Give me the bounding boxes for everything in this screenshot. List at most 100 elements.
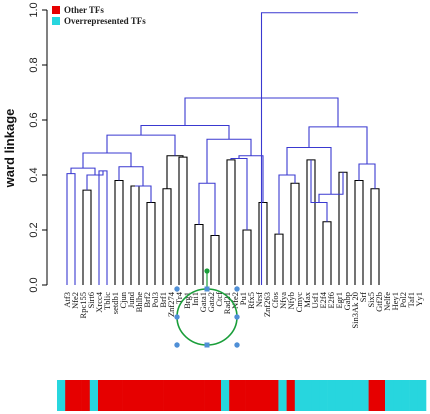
dendrogram-link (242, 229, 252, 285)
legend-swatch (52, 17, 60, 25)
leaf-label: setdb1 (110, 292, 120, 314)
colorbar-cell (278, 380, 287, 411)
colorbar-cell (147, 380, 156, 411)
leaf-label: Ctcf (214, 292, 224, 307)
leaf-label: Atf3 (62, 292, 72, 308)
colorbar-cell (253, 380, 263, 411)
colorbar-cell (221, 380, 230, 411)
leaf-label: Rpc155 (78, 292, 88, 318)
resize-handle[interactable] (234, 286, 240, 292)
colorbar-cell (376, 380, 386, 411)
dendrogram-link (206, 138, 252, 184)
colorbar-cell (360, 380, 369, 411)
colorbar-cell (385, 380, 394, 411)
colorbar-cell (57, 380, 66, 411)
colorbar-cell (163, 380, 173, 411)
colorbar-cell (270, 380, 279, 411)
colorbar-cell (171, 380, 181, 411)
dendrogram-link (162, 188, 172, 285)
dendrogram-link (286, 146, 332, 195)
leaf-label: Hey1 (390, 292, 400, 310)
colorbar-cell (393, 380, 402, 411)
dendrogram-link (226, 159, 236, 285)
resize-handle[interactable] (204, 342, 210, 348)
dendrogram-link (230, 157, 248, 230)
dendrogram-link (310, 159, 328, 222)
dendrogram-link (140, 124, 230, 140)
colorbar-cell (98, 380, 107, 411)
leaf-label: Bhlhe (134, 292, 144, 313)
resize-handle[interactable] (234, 314, 240, 320)
dendrogram-link (290, 182, 300, 285)
dendrogram-link (370, 188, 380, 285)
colorbar-cell (81, 380, 91, 411)
legend-label: Overrepresented TFs (64, 16, 146, 26)
leaf-label: Znf263 (262, 292, 272, 317)
leaf-label: Brf2 (142, 292, 152, 308)
colorbar-cell (401, 380, 410, 411)
leaf-label: Rfx5 (246, 292, 256, 309)
colorbar-cell (327, 380, 337, 411)
resize-handle[interactable] (174, 286, 180, 292)
dendrogram-link (308, 126, 368, 164)
y-tick-label: 0.8 (28, 57, 40, 72)
colorbar-cell (335, 380, 345, 411)
colorbar-cell (180, 380, 189, 411)
leaf-label: Gtf2b (374, 292, 384, 312)
leaf-label: Jund (126, 291, 136, 308)
leaf-label: Gata2 (206, 292, 216, 312)
y-tick-label: 0.0 (28, 277, 40, 292)
colorbar-cell (155, 380, 164, 411)
leaf-label: Gabp (342, 292, 352, 310)
dendrogram-link (210, 234, 220, 285)
y-tick-label: 1.0 (28, 2, 40, 17)
legend-swatch (52, 6, 60, 14)
y-axis-label: ward linkage (2, 109, 17, 189)
leaf-label: E2f6 (326, 292, 336, 309)
colorbar-cell (89, 380, 99, 411)
resize-handle[interactable] (234, 342, 240, 348)
leaf-label: Cmyc (294, 292, 304, 313)
leaf-label: Max (302, 291, 312, 307)
dendrogram-link (135, 185, 152, 203)
y-tick-label: 0.2 (28, 222, 40, 237)
colorbar-cell (262, 380, 271, 411)
dendrogram-link (82, 152, 132, 169)
colorbar-cell (65, 380, 74, 411)
resize-handle[interactable] (174, 342, 180, 348)
colorbar-cell (204, 380, 214, 411)
selection-marker[interactable] (174, 268, 240, 348)
dendrogram-links (66, 12, 380, 285)
colorbar-cell (352, 380, 361, 411)
leaf-label: Cfos (270, 292, 280, 308)
resize-handle[interactable] (204, 286, 210, 292)
colorbar-cell (106, 380, 115, 411)
legend-label: Other TFs (64, 5, 104, 15)
leaf-label: Nrsf (254, 292, 264, 307)
leaf-label: Ini1 (190, 292, 200, 306)
dendrogram-link (198, 182, 216, 236)
colorbar-cell (294, 380, 304, 411)
resize-handle[interactable] (174, 314, 180, 320)
y-tick-label: 0.6 (28, 112, 40, 127)
colorbar-cell (237, 380, 246, 411)
rotation-handle[interactable] (204, 268, 210, 274)
leaf-label: Pu1 (238, 292, 248, 305)
colorbar-cell (196, 380, 205, 411)
leaf-label: Pol3 (150, 292, 160, 308)
colorbar-cell (409, 380, 419, 411)
colorbar-cell (122, 380, 132, 411)
dendrogram-link (146, 201, 156, 285)
colorbar-cell (114, 380, 123, 411)
leaf-label: Znf274 (166, 291, 176, 317)
leaf-label: Sin3Ak 20 (350, 292, 360, 329)
leaf-label: Nelfe (382, 292, 392, 311)
colorbar-cell (286, 380, 296, 411)
leaf-label: Pol2 (398, 292, 408, 308)
leaf-label: Nfya (278, 292, 288, 309)
leaf-label: Egr1 (334, 292, 344, 309)
leaf-label: Tr4 (174, 291, 184, 304)
leaf-label: Usf1 (310, 292, 320, 309)
leaf-label: Tblic (102, 292, 112, 310)
dendrogram-link (194, 223, 204, 285)
